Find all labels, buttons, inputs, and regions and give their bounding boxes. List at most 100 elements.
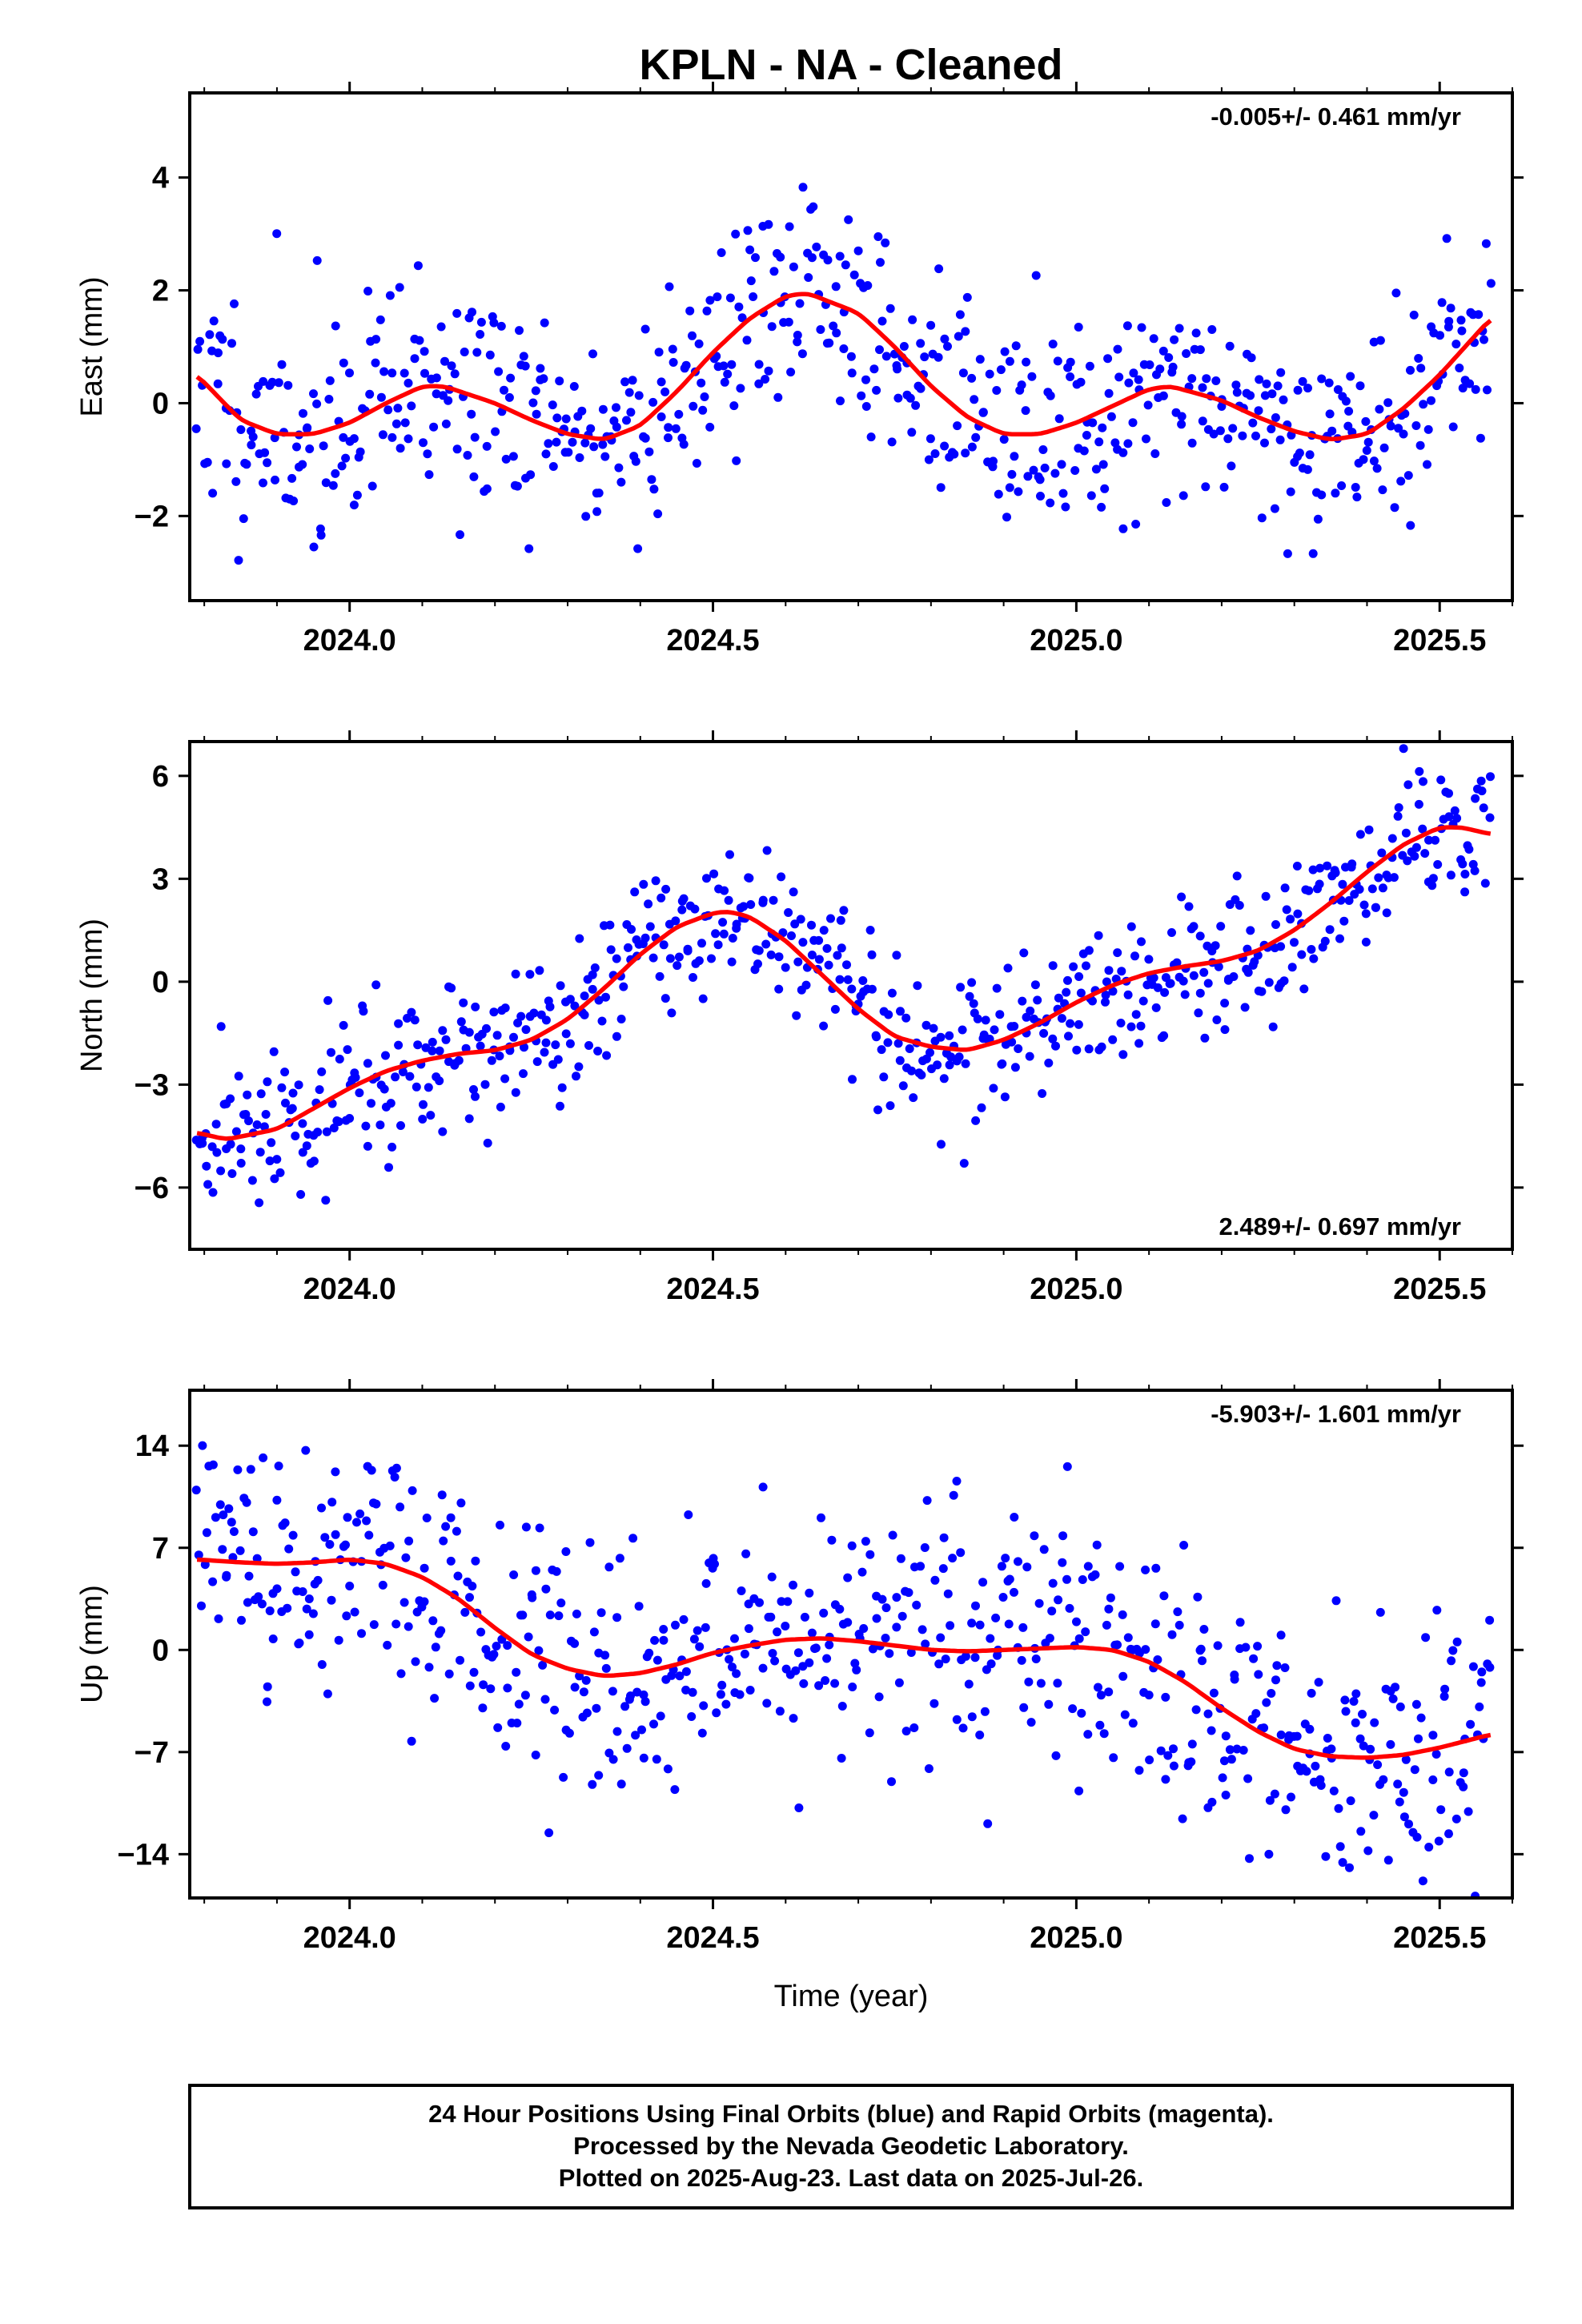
data-point <box>697 1728 707 1738</box>
data-point <box>1123 439 1133 448</box>
data-point <box>1149 973 1158 983</box>
data-point <box>1022 357 1031 367</box>
data-point <box>327 1595 336 1605</box>
data-point <box>304 1630 314 1639</box>
data-point <box>593 1047 603 1055</box>
data-point <box>552 1566 561 1576</box>
data-point <box>1459 1768 1468 1778</box>
data-point <box>588 1779 597 1789</box>
data-point <box>768 1649 777 1658</box>
data-point <box>208 1577 218 1586</box>
data-point <box>875 345 884 355</box>
data-point <box>532 409 541 419</box>
data-point <box>670 1785 680 1795</box>
data-point <box>469 1085 478 1094</box>
data-point <box>1126 1022 1136 1031</box>
data-point <box>773 1627 782 1637</box>
x-tick-label: 2025.0 <box>1030 1921 1122 1955</box>
data-point <box>661 994 670 1003</box>
data-point <box>1116 1019 1126 1027</box>
data-point <box>1161 1692 1170 1702</box>
data-point <box>1182 349 1191 358</box>
data-point <box>254 1592 263 1602</box>
data-point <box>917 1070 926 1080</box>
data-point <box>746 900 756 909</box>
data-point <box>1017 380 1026 390</box>
data-point <box>735 1690 745 1699</box>
data-point <box>892 951 901 960</box>
data-point <box>697 939 706 948</box>
data-point <box>1177 420 1186 429</box>
data-point <box>823 255 833 265</box>
data-point <box>639 1690 648 1699</box>
data-point <box>447 983 456 993</box>
data-point <box>1005 483 1014 493</box>
data-point <box>824 960 833 970</box>
data-point <box>1232 871 1242 881</box>
data-point <box>1308 549 1318 558</box>
data-point <box>1351 1689 1361 1699</box>
data-point <box>781 963 790 972</box>
data-point <box>1030 1531 1039 1541</box>
data-point <box>1074 1634 1084 1643</box>
data-point <box>1168 362 1178 372</box>
data-point <box>712 1708 721 1718</box>
data-point <box>1113 1640 1122 1650</box>
data-point <box>1158 346 1168 356</box>
data-point <box>711 929 721 939</box>
data-point <box>315 1085 324 1095</box>
data-point <box>1091 464 1101 474</box>
data-point <box>1153 1655 1162 1664</box>
data-point <box>236 425 246 434</box>
data-point <box>598 440 608 449</box>
data-point <box>345 1114 355 1123</box>
data-point <box>671 1620 680 1630</box>
data-point <box>885 304 895 313</box>
data-point <box>989 456 998 466</box>
data-point <box>849 270 859 279</box>
data-point <box>940 441 950 451</box>
data-point <box>1267 424 1276 434</box>
data-point <box>229 1527 239 1536</box>
data-point <box>1048 1034 1058 1043</box>
data-point <box>1025 1051 1034 1061</box>
data-point <box>561 1547 571 1556</box>
data-point <box>489 1650 499 1659</box>
data-point <box>1010 452 1019 461</box>
data-point <box>881 238 890 247</box>
data-point <box>426 1111 436 1120</box>
data-point <box>1074 972 1084 981</box>
data-point <box>811 1643 821 1653</box>
data-point <box>729 401 739 411</box>
data-point <box>1141 1565 1150 1574</box>
data-point <box>407 401 416 411</box>
data-point <box>198 1139 207 1148</box>
data-point <box>751 253 760 263</box>
data-point <box>1084 1044 1094 1054</box>
data-point <box>758 895 768 905</box>
data-point <box>350 1607 359 1617</box>
data-point <box>996 365 1006 375</box>
data-point <box>410 354 420 364</box>
data-point <box>1286 915 1295 924</box>
figure-title: KPLN - NA - Cleaned <box>639 41 1062 89</box>
data-point <box>1377 848 1387 858</box>
data-point <box>971 1116 981 1125</box>
data-point <box>1480 879 1490 888</box>
x-axis-label: Time (year) <box>774 1980 929 2013</box>
data-point <box>496 321 506 331</box>
data-point <box>212 1148 222 1157</box>
data-point <box>789 887 798 897</box>
data-point <box>999 435 1009 444</box>
data-point <box>1338 1858 1347 1868</box>
data-point <box>1221 1791 1231 1799</box>
data-point <box>529 1008 539 1018</box>
data-point <box>955 310 965 320</box>
data-point <box>718 918 728 927</box>
data-point <box>342 1611 351 1621</box>
data-point <box>299 408 307 418</box>
data-point <box>1399 1812 1409 1822</box>
data-point <box>364 1530 374 1540</box>
data-point <box>436 1626 446 1635</box>
data-point <box>701 1622 710 1632</box>
